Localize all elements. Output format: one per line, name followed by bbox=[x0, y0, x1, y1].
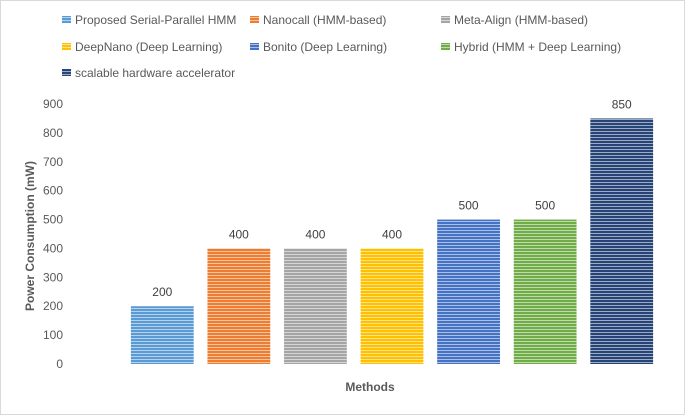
legend-label-3: Meta-Align (HMM-based) bbox=[454, 13, 588, 27]
y-tick-label-200: 200 bbox=[43, 299, 63, 313]
legend-swatch-5 bbox=[250, 43, 259, 50]
bar-4 bbox=[360, 248, 424, 364]
data-labels: 200 400 400 400 500 500 850 bbox=[152, 97, 632, 299]
bar-7 bbox=[590, 118, 654, 364]
y-tick-label-500: 500 bbox=[43, 213, 63, 227]
data-label-7: 850 bbox=[612, 97, 632, 111]
legend-label-5: Bonito (Deep Learning) bbox=[263, 40, 387, 54]
legend-swatch-6 bbox=[441, 43, 450, 50]
legend-label-2: Nanocall (HMM-based) bbox=[263, 13, 386, 27]
data-label-5: 500 bbox=[459, 199, 479, 213]
x-axis-title: Methods bbox=[345, 380, 395, 394]
y-tick-label-400: 400 bbox=[43, 241, 63, 255]
bar-2 bbox=[207, 248, 271, 364]
legend-label-7: scalable hardware accelerator bbox=[75, 66, 235, 80]
data-label-2: 400 bbox=[229, 227, 249, 241]
legend-swatch-3 bbox=[441, 16, 450, 23]
bar-6 bbox=[513, 219, 577, 364]
data-label-1: 200 bbox=[152, 285, 172, 299]
legend-swatch-7 bbox=[62, 69, 71, 76]
data-label-3: 400 bbox=[305, 227, 325, 241]
bars bbox=[130, 118, 654, 364]
y-tick-label-300: 300 bbox=[43, 270, 63, 284]
bar-3 bbox=[284, 248, 347, 364]
legend-swatch-4 bbox=[62, 43, 71, 50]
legend-label-4: DeepNano (Deep Learning) bbox=[75, 40, 222, 54]
y-axis-title: Power Consumption (mW) bbox=[23, 161, 37, 311]
data-label-6: 500 bbox=[535, 199, 555, 213]
y-tick-label-700: 700 bbox=[43, 155, 63, 169]
bar-5 bbox=[437, 219, 500, 364]
legend: Proposed Serial-Parallel HMM Nanocall (HM… bbox=[62, 13, 621, 80]
bar-1 bbox=[130, 306, 194, 364]
y-tick-label-800: 800 bbox=[43, 126, 63, 140]
legend-swatch-2 bbox=[250, 16, 259, 23]
legend-label-1: Proposed Serial-Parallel HMM bbox=[75, 13, 236, 27]
y-tick-label-600: 600 bbox=[43, 184, 63, 198]
y-tick-label-900: 900 bbox=[43, 97, 63, 111]
legend-swatch-1 bbox=[62, 16, 71, 23]
legend-label-6: Hybrid (HMM + Deep Learning) bbox=[454, 40, 621, 54]
y-tick-label-0: 0 bbox=[56, 357, 63, 371]
data-label-4: 400 bbox=[382, 227, 402, 241]
y-tick-label-100: 100 bbox=[43, 328, 63, 342]
y-axis: 0 100 200 300 400 500 600 700 800 900 bbox=[43, 97, 63, 371]
